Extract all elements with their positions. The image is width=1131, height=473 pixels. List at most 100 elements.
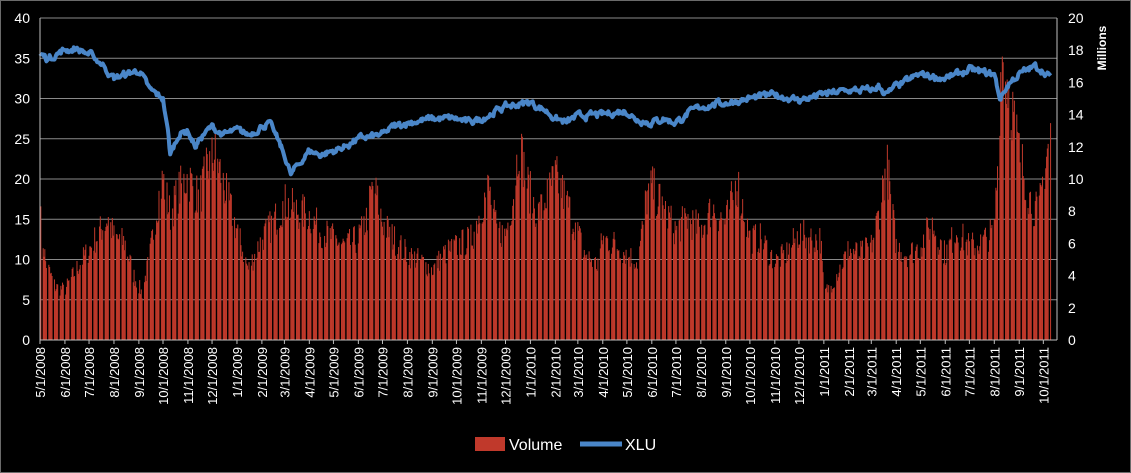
legend: Volume XLU [475,437,656,454]
volume-bar [71,268,73,340]
x-tick-label: 7/1/2011 [962,347,977,397]
left-tick-label: 5 [22,292,30,308]
volume-bar [85,244,87,340]
volume-bar [404,239,406,340]
volume-bar [698,226,700,340]
volume-bar [302,194,304,340]
volume-bar [82,247,84,340]
volume-bar [602,244,604,340]
volume-bar [545,208,547,340]
x-tick-label: 5/1/2009 [326,347,341,398]
volume-bar [461,230,463,340]
volume-bar [312,229,314,340]
volume-bar [882,179,884,340]
x-tick-label: 3/1/2009 [277,347,292,398]
x-tick-label: 2/1/2009 [255,347,270,398]
volume-bar [78,273,80,340]
volume-bar [175,180,177,340]
volume-bar [854,250,856,340]
volume-bar [692,210,694,340]
volume-bar [590,262,592,340]
volume-bar [442,257,444,340]
volume-bar [292,211,294,340]
volume-bar [186,174,188,340]
volume-bar [636,268,638,340]
volume-bar [673,244,675,340]
volume-bar [180,183,182,340]
volume-bar [324,247,326,340]
volume-bar [375,177,377,340]
volume-bar [838,272,840,340]
volume-bar [326,220,328,340]
volume-bar [844,251,846,340]
volume-bar [224,203,226,340]
volume-bar [566,195,568,340]
volume-bar [906,267,908,340]
volume-bar [190,172,192,340]
volume-bar [256,257,258,340]
volume-bar [223,190,225,340]
volume-bar [89,246,91,340]
volume-bar [252,270,254,340]
volume-bar [417,248,419,340]
volume-bar [235,228,237,340]
volume-bar [344,242,346,340]
volume-bar [284,184,286,340]
volume-bar [701,224,703,340]
volume-bar [927,227,929,340]
volume-bar [337,244,339,340]
volume-bar [90,247,92,340]
volume-bar [44,249,46,340]
volume-bar [1017,132,1019,340]
volume-bar [616,249,618,340]
x-tick-label: 2/1/2011 [842,347,857,397]
volume-bar [282,201,284,340]
volume-bar [820,240,822,340]
volume-bar [749,230,751,340]
volume-bar [878,210,880,340]
volume-bar [605,237,607,340]
volume-bar [661,196,663,340]
volume-bar [651,183,653,340]
volume-bar [274,211,276,340]
volume-bar [363,216,365,340]
volume-bar [264,223,266,340]
volume-bar [222,172,224,340]
volume-bar [803,219,805,340]
volume-bar [960,247,962,340]
x-tick-label: 9/1/2010 [719,347,734,398]
volume-bar [629,266,631,340]
volume-bar [381,221,383,340]
volume-bar [499,221,501,340]
left-tick-label: 25 [14,131,30,147]
volume-bar [408,265,410,340]
volume-bar [687,214,689,340]
volume-bar [537,203,539,340]
volume-bar [242,251,244,340]
volume-bar [450,251,452,340]
volume-bar [963,250,965,340]
volume-bar [432,274,434,340]
volume-bar [246,265,248,340]
volume-bar [1030,213,1032,340]
x-tick-label: 9/1/2008 [132,347,147,398]
volume-bar [647,190,649,340]
volume-bar [374,193,376,340]
volume-bar [495,210,497,340]
volume-bar [218,161,220,340]
volume-bar [1035,191,1037,340]
volume-bar [644,190,646,340]
volume-bar [1013,111,1015,341]
volume-bar [439,270,441,340]
volume-bar [974,248,976,340]
volume-bar [1038,195,1040,340]
volume-bar [769,263,771,340]
x-tick-label: 4/1/2010 [596,347,611,398]
volume-bar [202,166,204,340]
volume-bar [293,202,295,340]
volume-bar [484,192,486,340]
volume-bar [791,247,793,340]
volume-bar [160,198,162,340]
volume-bar [951,252,953,340]
volume-bar [522,187,524,340]
